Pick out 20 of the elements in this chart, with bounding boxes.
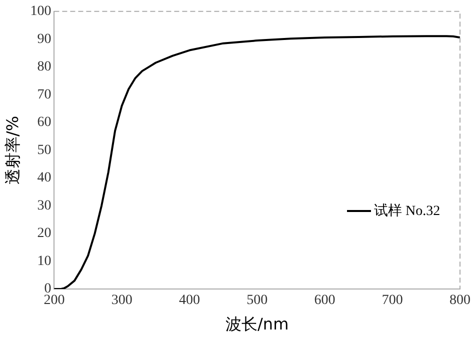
y-tick-label: 10 — [37, 254, 52, 269]
x-tick-label: 600 — [314, 293, 336, 308]
y-tick-label: 90 — [37, 32, 52, 47]
y-tick-label: 60 — [37, 115, 52, 130]
y-tick-label: 20 — [37, 226, 52, 242]
y-tick-label: 50 — [37, 142, 52, 158]
x-tick-label: 200 — [44, 293, 65, 308]
x-tick-label: 800 — [450, 293, 470, 308]
x-axis-title: 波长/nm — [226, 314, 289, 334]
x-tick-label: 300 — [111, 293, 132, 308]
y-tick-label: 80 — [37, 60, 52, 75]
y-axis-title: 透射率/% — [2, 116, 22, 184]
y-tick-label: 30 — [37, 198, 52, 214]
y-tick-label: 70 — [37, 87, 52, 102]
y-tick-label: 40 — [37, 170, 52, 186]
y-tick-label: 100 — [30, 4, 52, 20]
x-tick-label: 400 — [178, 293, 200, 308]
legend-label: 试样 No.32 — [374, 202, 440, 220]
x-tick-label: 700 — [382, 293, 403, 308]
x-tick-label: 500 — [246, 293, 268, 308]
